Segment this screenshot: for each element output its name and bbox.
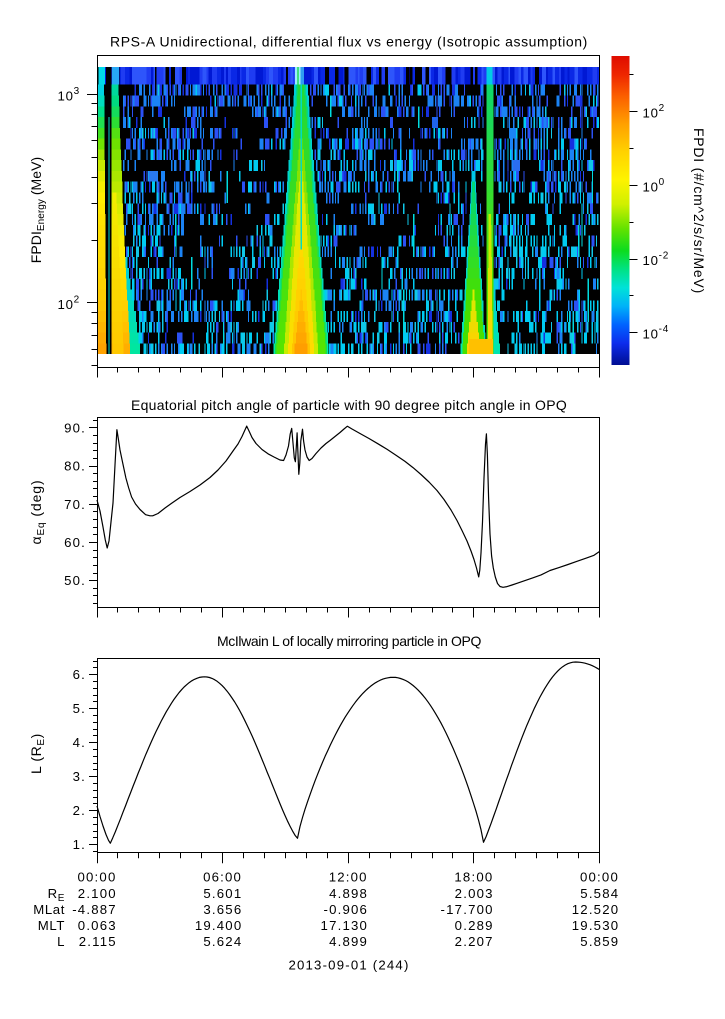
svg-text:5.601: 5.601 (203, 886, 242, 901)
svg-text:MLT: MLT (38, 918, 65, 933)
svg-text:2.003: 2.003 (455, 886, 494, 901)
svg-text:2013-09-01 (244): 2013-09-01 (244) (288, 958, 409, 973)
svg-text:80.: 80. (64, 459, 86, 474)
svg-text:50.: 50. (64, 573, 86, 588)
svg-text:1.: 1. (73, 837, 86, 852)
svg-text:2.100: 2.100 (78, 886, 117, 901)
svg-text:70.: 70. (64, 497, 86, 512)
svg-text:19.530: 19.530 (572, 918, 620, 933)
svg-text:4.898: 4.898 (329, 886, 368, 901)
svg-text:RPS-A Unidirectional, differen: RPS-A Unidirectional, differential flux … (110, 34, 588, 50)
svg-text:5.: 5. (73, 701, 86, 716)
svg-text:4.899: 4.899 (329, 934, 368, 949)
svg-text:5.584: 5.584 (580, 886, 619, 901)
svg-text:5.624: 5.624 (203, 934, 242, 949)
svg-text:FPDI (#/cm^2/s/sr/MeV): FPDI (#/cm^2/s/sr/MeV) (691, 128, 707, 294)
svg-text:0.289: 0.289 (455, 918, 494, 933)
svg-text:60.: 60. (64, 535, 86, 550)
svg-text:2.115: 2.115 (79, 934, 117, 949)
svg-text:3.656: 3.656 (203, 902, 242, 917)
svg-text:2.207: 2.207 (455, 934, 494, 949)
svg-text:McIlwain L of locally mirrorin: McIlwain L of locally mirroring particle… (217, 633, 482, 649)
svg-text:5.859: 5.859 (580, 934, 619, 949)
svg-text:0.063: 0.063 (78, 918, 117, 933)
svg-text:-4.887: -4.887 (72, 902, 117, 917)
svg-text:L: L (57, 934, 65, 949)
svg-text:3.: 3. (73, 769, 86, 784)
svg-text:2.: 2. (73, 803, 86, 818)
svg-text:FPDIEnergy (MeV): FPDIEnergy (MeV) (28, 157, 47, 263)
svg-text:19.400: 19.400 (195, 918, 243, 933)
svg-text:4.: 4. (73, 735, 86, 750)
svg-text:Equatorial pitch angle of part: Equatorial pitch angle of particle with … (131, 397, 567, 413)
svg-text:12:00: 12:00 (329, 870, 368, 885)
svg-text:6.: 6. (73, 667, 86, 682)
svg-text:06:00: 06:00 (203, 870, 242, 885)
svg-text:-0.906: -0.906 (324, 902, 369, 917)
svg-text:MLat: MLat (33, 902, 65, 917)
svg-text:00:00: 00:00 (77, 870, 116, 885)
svg-text:-17.700: -17.700 (441, 902, 494, 917)
svg-text:00:00: 00:00 (580, 870, 619, 885)
svg-text:17.130: 17.130 (321, 918, 369, 933)
svg-text:18:00: 18:00 (454, 870, 493, 885)
svg-text:90.: 90. (64, 420, 86, 435)
svg-text:12.520: 12.520 (572, 902, 620, 917)
